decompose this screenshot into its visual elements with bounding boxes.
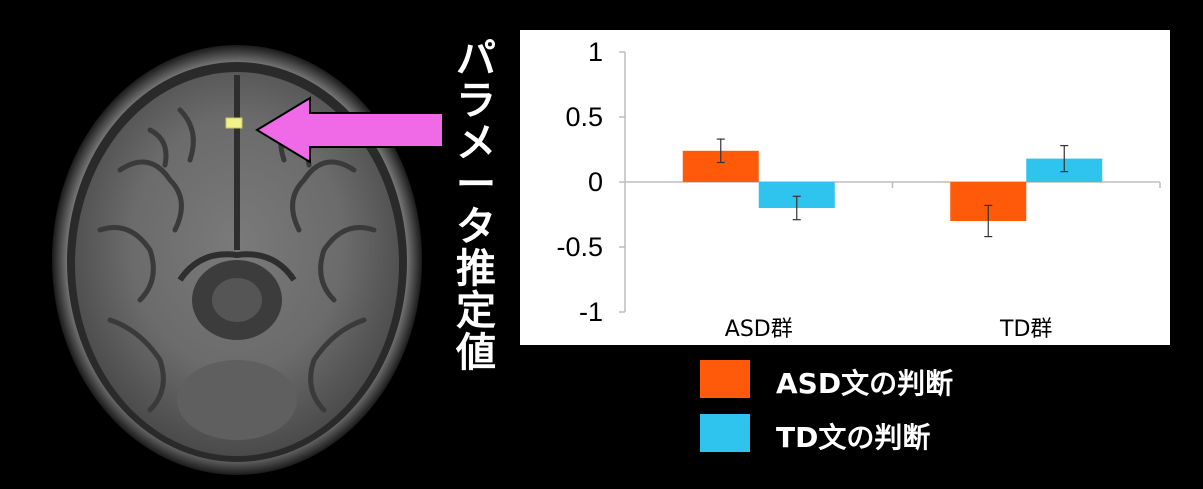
legend-label-asd: ASD文の判断 <box>776 367 954 400</box>
legend-swatch-asd <box>700 360 750 398</box>
y-tick-label: 0 <box>588 167 603 197</box>
brain-mri-image <box>52 45 422 475</box>
legend-label-td: TD文の判断 <box>776 421 931 454</box>
legend-swatch-td <box>700 414 750 452</box>
y-tick-label: -0.5 <box>556 232 603 262</box>
bar-chart: 1 0.5 0 -0.5 -1 ASD群 TD群 <box>520 30 1170 345</box>
x-category-label: TD群 <box>999 317 1052 342</box>
y-tick-label: 0.5 <box>565 102 603 132</box>
y-axis-label: パ ラ メ ー タ 推 定 値 <box>456 36 496 376</box>
activation-highlight <box>225 117 243 129</box>
x-category-label: ASD群 <box>725 317 793 342</box>
y-tick-label: -1 <box>579 297 603 327</box>
y-tick-label: 1 <box>588 37 603 67</box>
pointer-arrow <box>255 96 444 164</box>
